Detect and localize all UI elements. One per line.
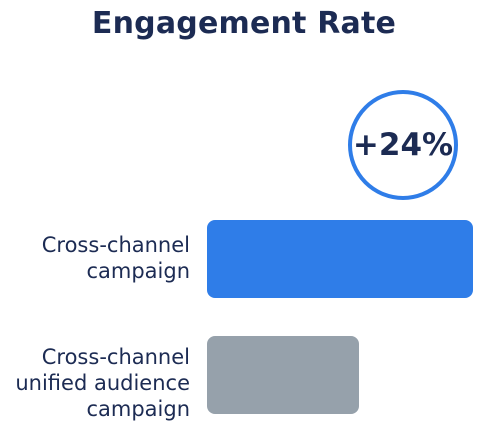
change-badge: +24% xyxy=(348,90,458,200)
category-label-line: campaign xyxy=(86,259,190,283)
category-label-line: unified audience xyxy=(15,371,190,395)
category-label-line: Cross-channel xyxy=(41,345,190,369)
category-label: Cross-channel campaign xyxy=(42,232,190,284)
category-label-line: Cross-channel xyxy=(41,233,190,257)
bar xyxy=(207,220,473,298)
chart-title: Engagement Rate xyxy=(91,6,397,41)
change-badge-text: +24% xyxy=(352,127,454,163)
bar xyxy=(207,336,359,414)
category-label-line: campaign xyxy=(86,397,190,421)
category-label: Cross-channel unified audience campaign xyxy=(15,344,190,422)
